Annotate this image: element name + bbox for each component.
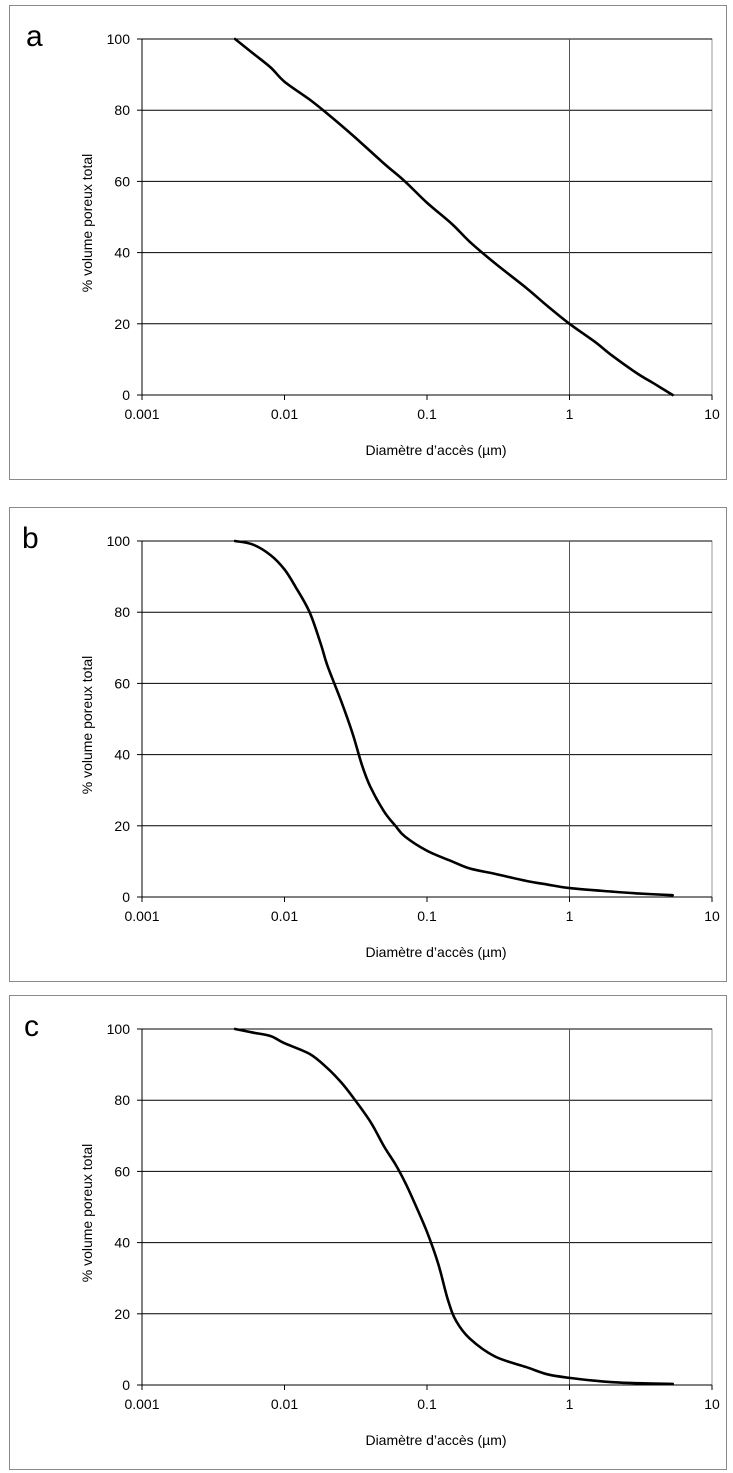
x-tick-label: 0.01 [271, 908, 298, 924]
x-tick-label: 0.001 [124, 908, 159, 924]
x-axis-title: Diamètre d’accès (µm) [365, 944, 506, 960]
chart-panel-b: b 0.001 0.01 0.1 1 10 0 20 40 60 80 100 Diamètre … [9, 507, 727, 982]
chart-svg-b: b 0.001 0.01 0.1 1 10 0 20 40 60 80 100 Diamètre … [22, 522, 720, 960]
y-tick-label: 20 [114, 1306, 130, 1322]
gridlines [141, 38, 713, 396]
y-axis-title: % volume poreux total [79, 1144, 95, 1283]
panel-label: a [26, 20, 43, 53]
x-tick-label: 0.1 [417, 908, 437, 924]
y-tick-label: 0 [122, 889, 130, 905]
data-series [233, 539, 675, 897]
y-axis-title: % volume poreux total [79, 154, 95, 293]
y-axis: 0 20 40 60 80 100 [107, 533, 143, 905]
y-tick-label: 100 [107, 1021, 131, 1037]
x-tick-label: 10 [704, 406, 720, 422]
x-axis: 0.001 0.01 0.1 1 10 [124, 1384, 720, 1412]
x-tick-label: 10 [704, 908, 720, 924]
x-axis-title: Diamètre d’accès (µm) [365, 442, 506, 458]
panel-label: b [22, 522, 39, 555]
y-axis: 0 20 40 60 80 100 [107, 1021, 143, 1393]
y-tick-label: 60 [114, 675, 130, 691]
x-tick-label: 1 [566, 1396, 574, 1412]
y-tick-label: 80 [114, 604, 130, 620]
series-line [233, 1027, 675, 1386]
x-tick-label: 1 [566, 908, 574, 924]
y-tick-label: 40 [114, 1235, 130, 1251]
y-tick-label: 80 [114, 1092, 130, 1108]
x-axis: 0.001 0.01 0.1 1 10 [124, 394, 720, 422]
y-tick-label: 40 [114, 747, 130, 763]
plot-area-frame [141, 1028, 713, 1386]
x-tick-label: 0.1 [417, 406, 437, 422]
chart-panel-c: c 0.001 0.01 0.1 1 10 0 20 40 60 80 100 Diamètre … [9, 995, 727, 1470]
y-tick-label: 100 [107, 533, 131, 549]
x-axis: 0.001 0.01 0.1 1 10 [124, 896, 720, 924]
series-line [233, 37, 675, 397]
panel-label: c [24, 1010, 39, 1043]
y-tick-label: 0 [122, 387, 130, 403]
x-tick-label: 0.001 [124, 406, 159, 422]
y-tick-label: 20 [114, 818, 130, 834]
y-axis: 0 20 40 60 80 100 [107, 31, 143, 403]
x-axis-title: Diamètre d’accès (µm) [365, 1432, 506, 1448]
y-tick-label: 0 [122, 1377, 130, 1393]
y-tick-label: 80 [114, 102, 130, 118]
y-tick-label: 20 [114, 316, 130, 332]
x-tick-label: 0.01 [271, 1396, 298, 1412]
gridlines [141, 1028, 713, 1386]
data-series [233, 1027, 675, 1386]
y-tick-label: 100 [107, 31, 131, 47]
y-tick-label: 40 [114, 245, 130, 261]
series-line [233, 539, 675, 897]
x-tick-label: 0.001 [124, 1396, 159, 1412]
y-tick-label: 60 [114, 1163, 130, 1179]
data-series [233, 37, 675, 397]
chart-svg-c: c 0.001 0.01 0.1 1 10 0 20 40 60 80 100 Diamètre … [24, 1010, 720, 1448]
x-tick-label: 0.1 [417, 1396, 437, 1412]
x-tick-label: 10 [704, 1396, 720, 1412]
chart-svg-a: a 0.001 0.01 0.1 1 10 0 20 40 60 80 100 Diamètre … [26, 20, 720, 458]
chart-panel-a: a 0.001 0.01 0.1 1 10 0 20 40 60 80 100 Diamètre … [9, 5, 727, 480]
x-tick-label: 0.01 [271, 406, 298, 422]
plot-area-frame [141, 38, 713, 396]
y-tick-label: 60 [114, 173, 130, 189]
x-tick-label: 1 [566, 406, 574, 422]
y-axis-title: % volume poreux total [79, 656, 95, 795]
plot-area-frame [141, 540, 713, 898]
gridlines [141, 540, 713, 898]
